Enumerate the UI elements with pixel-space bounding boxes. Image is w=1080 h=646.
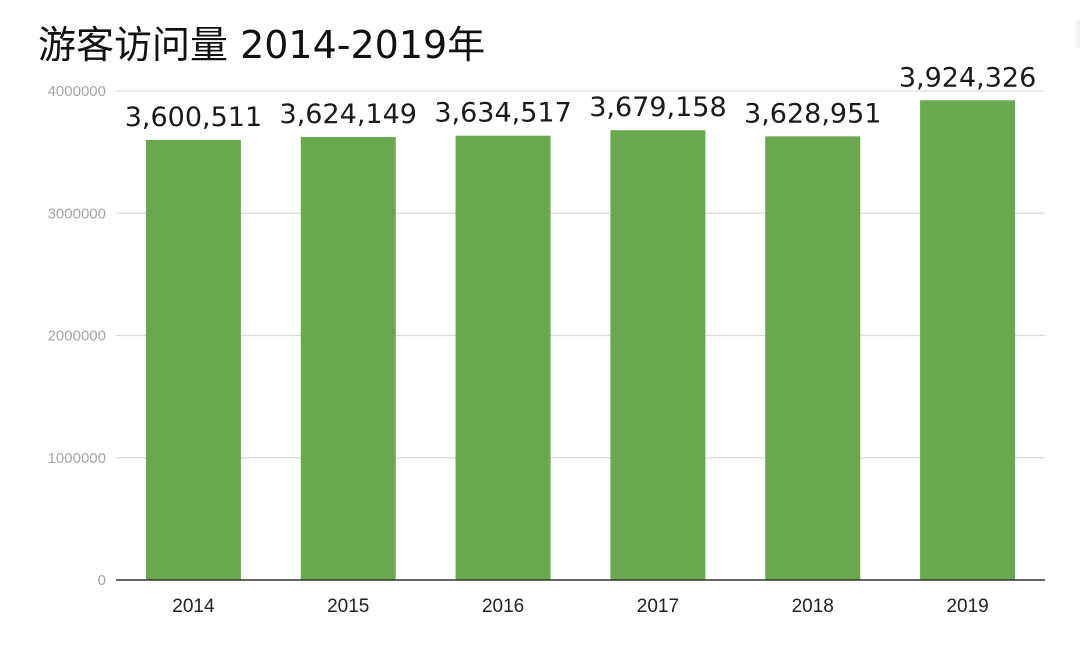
data-label: 3,628,951 [744, 98, 881, 129]
x-tick-label: 2016 [482, 596, 524, 617]
y-tick-label: 4000000 [48, 83, 106, 100]
data-label: 3,624,149 [280, 99, 417, 130]
x-tick-label: 2014 [172, 596, 215, 617]
x-axis-ticks: 2014 2015 2016 2017 2018 2019 [172, 596, 988, 617]
y-tick-label: 3000000 [48, 205, 106, 222]
data-label: 3,924,326 [899, 62, 1036, 93]
bar-2014 [145, 139, 241, 580]
bar-2016 [455, 135, 551, 580]
data-label: 3,634,517 [434, 98, 571, 129]
x-tick-label: 2018 [792, 596, 834, 617]
y-tick-label: 0 [98, 572, 106, 589]
bar-2017 [610, 130, 706, 580]
bar-2019 [920, 100, 1016, 580]
x-tick-label: 2015 [327, 596, 369, 617]
bar-2018 [765, 136, 861, 581]
data-label: 3,600,511 [125, 102, 262, 133]
y-axis-ticks: 0 1000000 2000000 3000000 4000000 [48, 83, 106, 589]
bars [145, 100, 1016, 581]
corner-decoration [1076, 20, 1080, 48]
data-labels: 3,600,511 3,624,149 3,634,517 3,679,158 3,62… [125, 62, 1037, 133]
x-tick-label: 2017 [637, 596, 679, 617]
y-tick-label: 1000000 [48, 450, 106, 467]
x-tick-label: 2019 [946, 596, 988, 617]
data-label: 3,679,158 [589, 92, 726, 123]
bar-2015 [300, 136, 396, 580]
chart-title: 游客访问量 2014-2019年 [38, 23, 486, 67]
y-tick-label: 2000000 [48, 328, 106, 345]
gridlines [116, 90, 1045, 459]
